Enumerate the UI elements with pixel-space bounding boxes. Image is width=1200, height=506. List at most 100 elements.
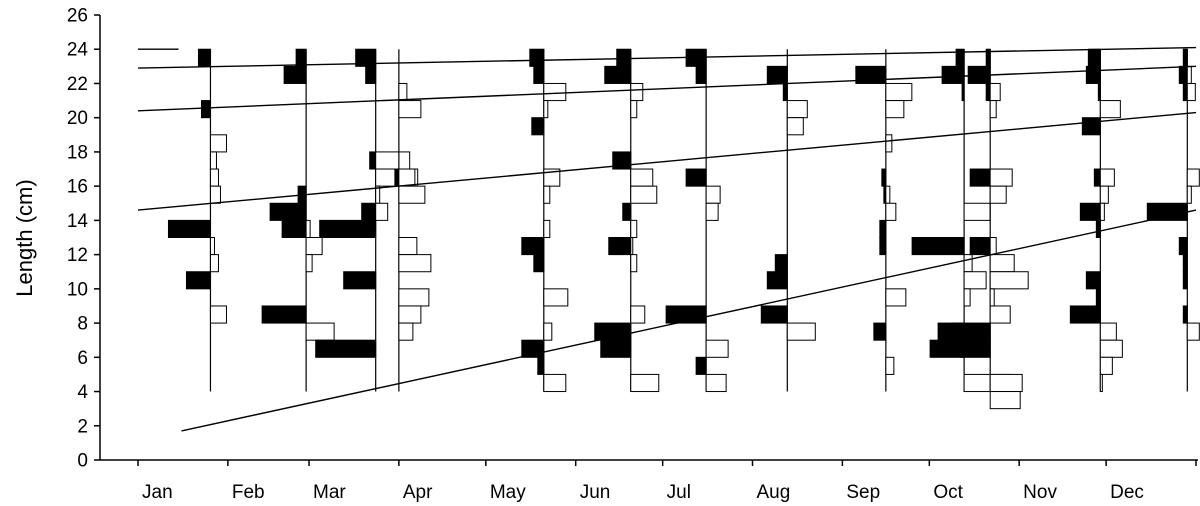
bar-filled — [951, 322, 991, 341]
bar-open — [209, 151, 217, 170]
y-tick-label: 14 — [67, 211, 89, 232]
bar-filled — [1182, 48, 1188, 67]
bar-open — [305, 322, 335, 341]
bar-open — [209, 168, 219, 187]
sample-histogram — [594, 48, 660, 393]
bar-filled — [533, 254, 545, 273]
bar-filled — [1095, 288, 1101, 307]
bar-open — [398, 254, 432, 273]
bar-filled — [1097, 82, 1101, 102]
bar-open — [989, 373, 1023, 393]
bar-open — [989, 100, 997, 119]
bar-filled — [1069, 305, 1101, 324]
bar-open — [989, 254, 1015, 273]
bar-filled — [695, 356, 707, 375]
sample-histogram — [521, 48, 569, 393]
growth-line — [137, 46, 1197, 69]
bar-filled — [881, 168, 887, 187]
bar-open — [375, 202, 389, 221]
y-tick-label: 24 — [67, 40, 89, 61]
bar-filled — [1182, 305, 1188, 324]
bar-filled — [200, 100, 211, 119]
bar-open — [786, 117, 804, 136]
bar-filled — [521, 237, 545, 256]
sample-histogram — [1069, 48, 1123, 393]
y-tick-label: 6 — [77, 348, 88, 369]
bar-open — [1099, 373, 1103, 393]
bar-open — [786, 322, 816, 341]
bar-open — [1186, 65, 1192, 84]
x-tick-label: Jan — [142, 482, 173, 503]
bar-open — [885, 202, 897, 221]
bar-open — [705, 373, 727, 393]
bar-open — [1186, 185, 1192, 204]
bar-filled — [269, 202, 307, 221]
bar-filled — [911, 237, 965, 256]
bar-filled — [295, 48, 307, 67]
bar-open — [398, 82, 408, 102]
bar-filled — [315, 339, 377, 358]
bar-filled — [929, 339, 965, 358]
bar-open — [305, 219, 311, 238]
sample-histogram — [760, 49, 816, 392]
bar-open — [705, 185, 721, 204]
bar-open — [1099, 202, 1105, 221]
bar-filled — [1146, 202, 1188, 221]
bar-open — [543, 219, 551, 238]
bar-open — [989, 288, 995, 307]
bar-open — [963, 271, 987, 290]
bar-open — [1186, 82, 1196, 102]
bar-filled — [197, 48, 211, 67]
bar-open — [375, 151, 411, 170]
bar-filled — [261, 305, 307, 324]
bar-filled — [283, 65, 307, 84]
x-tick-label: May — [490, 482, 526, 503]
bar-open — [1099, 322, 1117, 341]
bar-open — [989, 271, 1029, 290]
x-tick-label: Aug — [757, 482, 791, 503]
bar-open — [1186, 168, 1200, 187]
bar-filled — [1087, 48, 1101, 67]
bar-filled — [760, 305, 788, 324]
bar-filled — [1182, 271, 1188, 290]
bar-open — [885, 134, 893, 153]
sample-histogram — [167, 48, 227, 392]
bar-filled — [1085, 65, 1101, 84]
bar-filled — [185, 271, 211, 290]
bar-filled — [695, 65, 707, 84]
bar-open — [209, 305, 227, 324]
bar-open — [989, 237, 997, 256]
x-tick-label: Sep — [846, 482, 880, 503]
bar-open — [630, 373, 660, 393]
bar-open — [305, 237, 323, 256]
bar-open — [885, 82, 913, 102]
bar-open — [630, 168, 654, 187]
bar-open — [705, 202, 719, 221]
bar-filled — [604, 65, 632, 84]
bar-open — [1186, 322, 1200, 341]
bar-filled — [1093, 168, 1101, 187]
bar-filled — [533, 65, 545, 84]
plot-area — [137, 46, 1200, 432]
bar-filled — [959, 339, 991, 358]
sample-histogram — [855, 49, 913, 392]
growth-line — [181, 209, 1197, 432]
bar-filled — [1178, 65, 1188, 84]
bar-open — [630, 82, 644, 102]
bar-open — [963, 288, 971, 307]
y-tick-label: 12 — [67, 245, 88, 266]
bar-filled — [941, 65, 965, 84]
bar-open — [543, 322, 553, 341]
x-tick-label: Mar — [313, 482, 346, 503]
bar-filled — [531, 117, 545, 136]
bar-open — [630, 100, 638, 119]
bar-filled — [685, 168, 707, 187]
bar-open — [398, 185, 426, 204]
x-tick-label: Oct — [933, 482, 963, 503]
bar-open — [398, 237, 418, 256]
bar-filled — [608, 237, 632, 256]
bar-open — [963, 202, 991, 221]
y-tick-label: 22 — [67, 74, 88, 95]
